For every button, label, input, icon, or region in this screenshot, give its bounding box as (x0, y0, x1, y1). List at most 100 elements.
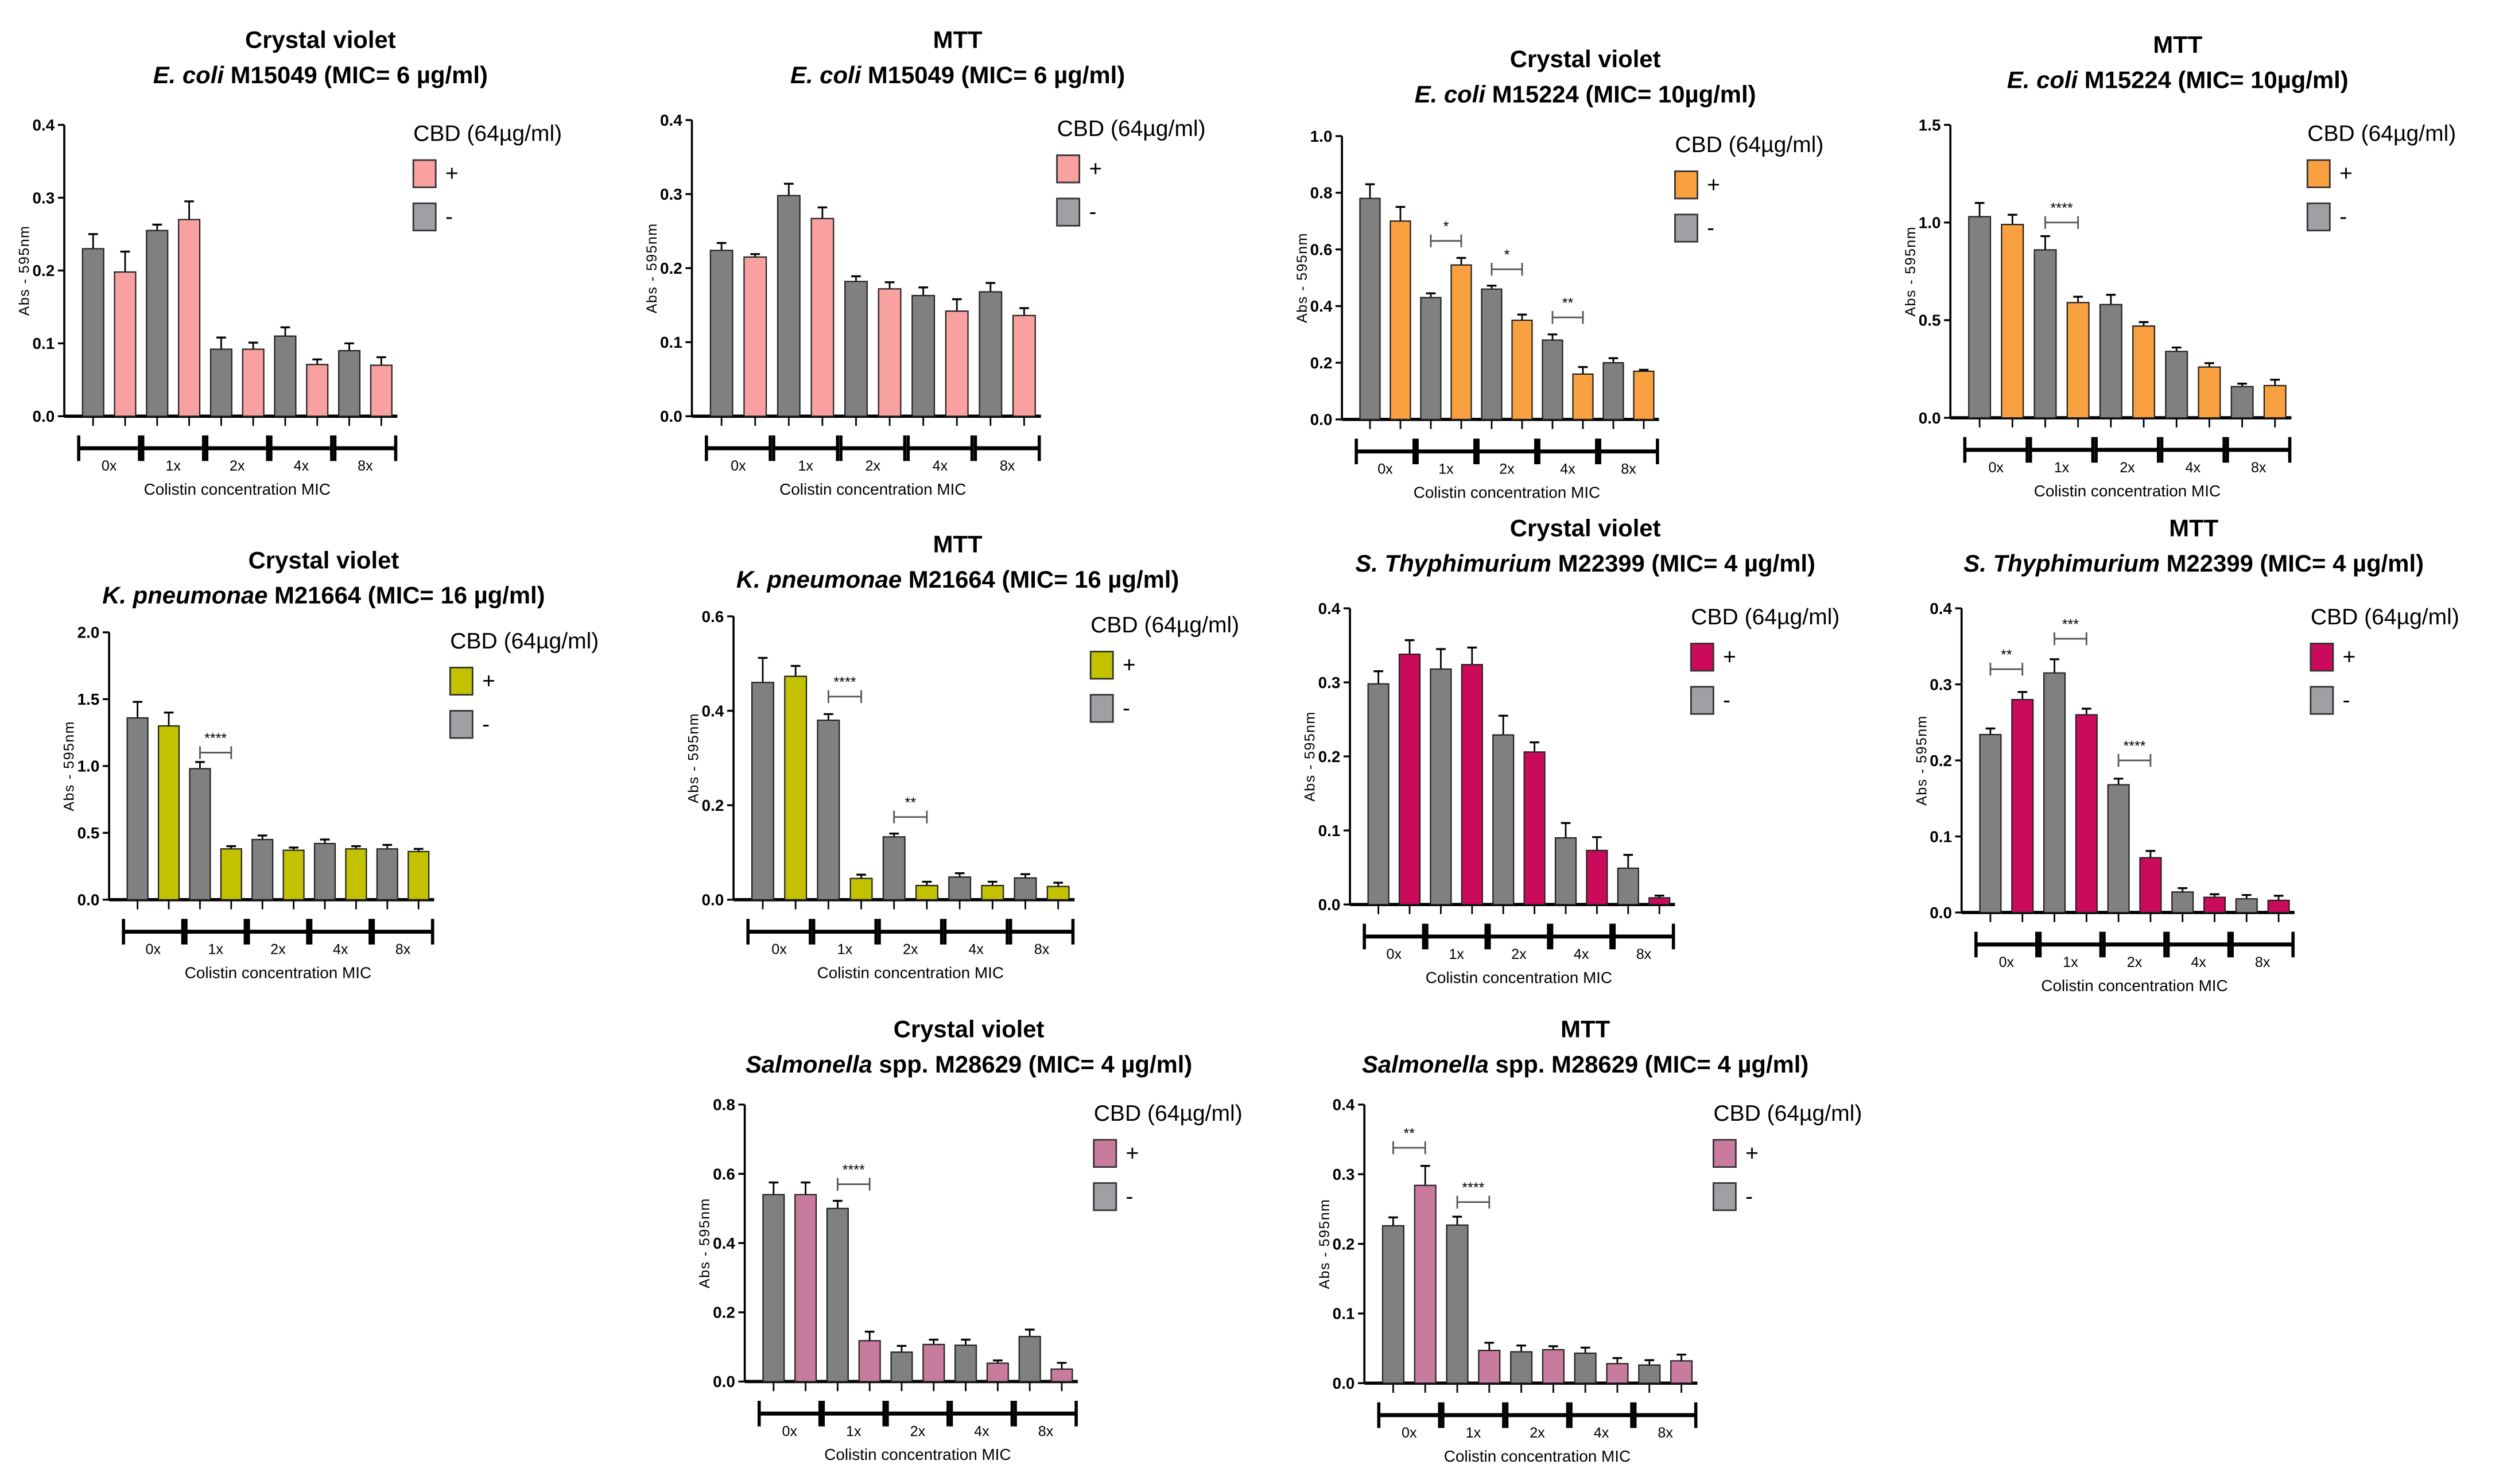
y-tick-label: 2.0 (77, 624, 100, 642)
y-tick-label: 0.1 (33, 335, 55, 352)
x-category-label: 4x (933, 458, 948, 474)
y-tick-label: 0.2 (1318, 748, 1341, 766)
bar-plus-0x (794, 1194, 817, 1382)
bar-plus-2x (1511, 319, 1533, 421)
chart-panel-5: Crystal violet K. pneumonae M21664 (MIC= … (61, 546, 599, 981)
y-tick-label: 0.3 (660, 185, 682, 203)
y-tick-label: 0.2 (1333, 1235, 1355, 1253)
bar-plus-8x (1670, 1360, 1693, 1384)
legend-swatch-plus (412, 159, 437, 188)
chart-title: MTT (2153, 31, 2202, 58)
x-category-label: 1x (846, 1423, 861, 1439)
x-axis-label: Colistin concentration MIC (1444, 1447, 1631, 1465)
bar-minus-0x (1968, 216, 1992, 419)
x-category-label: 1x (1449, 946, 1464, 962)
bar-minus-1x (1430, 668, 1452, 906)
bar-plus-4x (945, 310, 969, 417)
legend-title: CBD (64µg/ml) (2307, 121, 2456, 146)
y-tick-label: 0.1 (660, 333, 682, 351)
y-axis-label: Abs - 595nm (644, 223, 660, 313)
y-tick-label: 0.3 (33, 189, 55, 207)
bar-plus-8x (370, 364, 393, 417)
bar-minus-1x (189, 768, 211, 900)
x-category-label: 2x (1499, 461, 1515, 477)
legend-swatch-plus (449, 666, 474, 696)
bar-plus-1x (1450, 264, 1472, 421)
y-axis-label: Abs - 595nm (1914, 715, 1930, 806)
x-category-label: 0x (771, 942, 787, 958)
subtitle-species: K. pneumonae (102, 582, 267, 609)
bar-plus-2x (1523, 751, 1546, 906)
bar-minus-4x (911, 294, 936, 417)
y-tick-label: 1.5 (77, 690, 100, 708)
x-axis-label: Colistin concentration MIC (2034, 482, 2221, 500)
x-category-label: 1x (1466, 1425, 1481, 1441)
y-tick-label: 0.0 (1919, 409, 1941, 427)
bar-plus-1x (1478, 1350, 1501, 1384)
chart-panel-8: MTT S. Thyphimurium M22399 (MIC= 4 µg/ml)… (1914, 515, 2459, 994)
y-tick-label: 0.0 (1310, 411, 1333, 429)
legend-label: - (482, 712, 490, 737)
chart-title: MTT (933, 530, 983, 557)
significance-label: **** (833, 674, 856, 690)
bar-plus-2x (242, 348, 265, 417)
x-category-label: 2x (2120, 460, 2135, 476)
bar-minus-8x (979, 291, 1003, 417)
y-tick-label: 0.8 (1310, 184, 1333, 202)
y-tick-label: 0.0 (660, 407, 682, 425)
chart-title: Crystal violet (249, 546, 399, 573)
x-category-label: 4x (974, 1423, 989, 1439)
legend-label: + (1723, 645, 1736, 670)
significance-label: **** (843, 1162, 865, 1178)
bar-plus-0x (784, 675, 808, 900)
x-category-label: 8x (1000, 458, 1015, 474)
significance-label: ** (2001, 647, 2012, 663)
y-tick-label: 0.2 (660, 259, 682, 277)
x-category-label: 0x (1402, 1425, 1417, 1441)
x-axis-label: Colistin concentration MIC (2041, 977, 2227, 994)
bar-plus-8x (1012, 314, 1036, 417)
legend-swatch-minus (2306, 202, 2331, 232)
chart-subtitle: E. coli M15049 (MIC= 6 µg/ml) (153, 61, 488, 88)
bar-minus-0x (126, 717, 149, 900)
y-tick-label: 0.4 (660, 111, 682, 129)
y-tick-label: 1.0 (1919, 214, 1941, 232)
bar-minus-1x (1420, 297, 1442, 421)
chart-subtitle: S. Thyphimurium M22399 (MIC= 4 µg/ml) (1963, 550, 2424, 577)
chart-subtitle: S. Thyphimurium M22399 (MIC= 4 µg/ml) (1355, 550, 1815, 577)
legend-label: + (445, 161, 459, 186)
y-tick-label: 0.2 (1930, 752, 1952, 770)
bar-minus-8x (1617, 867, 1639, 906)
chart-title: MTT (1561, 1016, 1610, 1043)
x-category-label: 1x (798, 458, 813, 474)
legend-label: - (2343, 688, 2350, 713)
bar-minus-0x (1381, 1225, 1404, 1384)
legend-label: + (1123, 653, 1136, 678)
bar-plus-4x (306, 364, 329, 417)
x-category-label: 0x (1387, 946, 1402, 962)
subtitle-strain: M15224 (MIC= 10µg/ml) (1485, 81, 1756, 108)
bar-minus-8x (2235, 898, 2258, 914)
y-tick-label: 0.4 (33, 116, 55, 134)
x-category-label: 0x (102, 458, 117, 474)
bar-minus-8x (1014, 877, 1037, 900)
x-axis-label: Colistin concentration MIC (185, 964, 371, 981)
x-axis-label: Colistin concentration MIC (779, 480, 966, 498)
legend-title: CBD (64µg/ml) (1057, 116, 1206, 141)
subtitle-strain: M22399 (MIC= 4 µg/ml) (1551, 550, 1815, 577)
chart-title: MTT (933, 26, 983, 53)
legend-title: CBD (64µg/ml) (1090, 613, 1239, 638)
bar-minus-1x (777, 195, 801, 417)
bar-minus-4x (313, 842, 336, 900)
chart-panel-4: MTT E. coli M15224 (MIC= 10µg/ml) 0.0 0.5 1.… (1903, 31, 2456, 500)
y-tick-label: 1.0 (77, 757, 100, 775)
chart-subtitle: K. pneumonae M21664 (MIC= 16 µg/ml) (102, 582, 545, 609)
x-category-label: 1x (837, 942, 853, 958)
bar-minus-1x (2043, 672, 2066, 914)
bar-minus-8x (1018, 1335, 1041, 1382)
x-category-label: 2x (1530, 1425, 1545, 1441)
significance-label: ** (1404, 1125, 1415, 1141)
bar-minus-8x (376, 848, 398, 900)
x-category-label: 2x (1511, 946, 1527, 962)
x-category-label: 8x (1658, 1425, 1673, 1441)
